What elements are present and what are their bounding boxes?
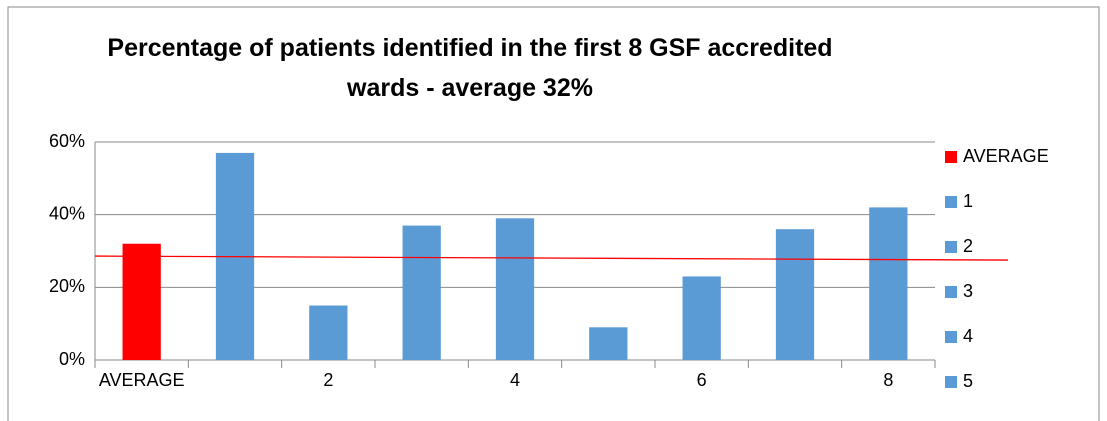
legend-swatch [945, 376, 957, 388]
legend-swatch [945, 286, 957, 298]
legend-label: 4 [963, 326, 973, 346]
legend-swatch [945, 196, 957, 208]
legend-swatch [945, 151, 957, 163]
legend-label: 3 [963, 281, 973, 301]
y-tick-label: 20% [49, 276, 85, 296]
chart-title: Percentage of patients identified in the… [107, 34, 833, 102]
bar [775, 229, 815, 360]
legend-swatch [945, 241, 957, 253]
x-tick-label: 8 [883, 370, 893, 390]
legend-swatch [945, 331, 957, 343]
bar [309, 305, 348, 360]
x-tick-label: 2 [323, 370, 333, 390]
bar [682, 276, 721, 360]
bar [402, 225, 441, 360]
bar [495, 218, 535, 360]
bar [869, 207, 908, 360]
y-tick-label: 40% [49, 203, 85, 223]
x-tick-label: 6 [697, 370, 707, 390]
legend-label: AVERAGE [963, 146, 1049, 166]
legend-label: 1 [963, 191, 973, 211]
bar [122, 243, 161, 360]
chart-frame [7, 6, 1100, 421]
x-tick-label: AVERAGE [99, 370, 185, 390]
bar [589, 327, 628, 360]
trendline [94, 255, 1009, 261]
legend-label: 2 [963, 236, 973, 256]
x-tick-label: 4 [510, 370, 520, 390]
y-tick-label: 60% [49, 131, 85, 151]
legend-label: 5 [963, 371, 973, 391]
y-tick-label: 0% [59, 349, 85, 369]
